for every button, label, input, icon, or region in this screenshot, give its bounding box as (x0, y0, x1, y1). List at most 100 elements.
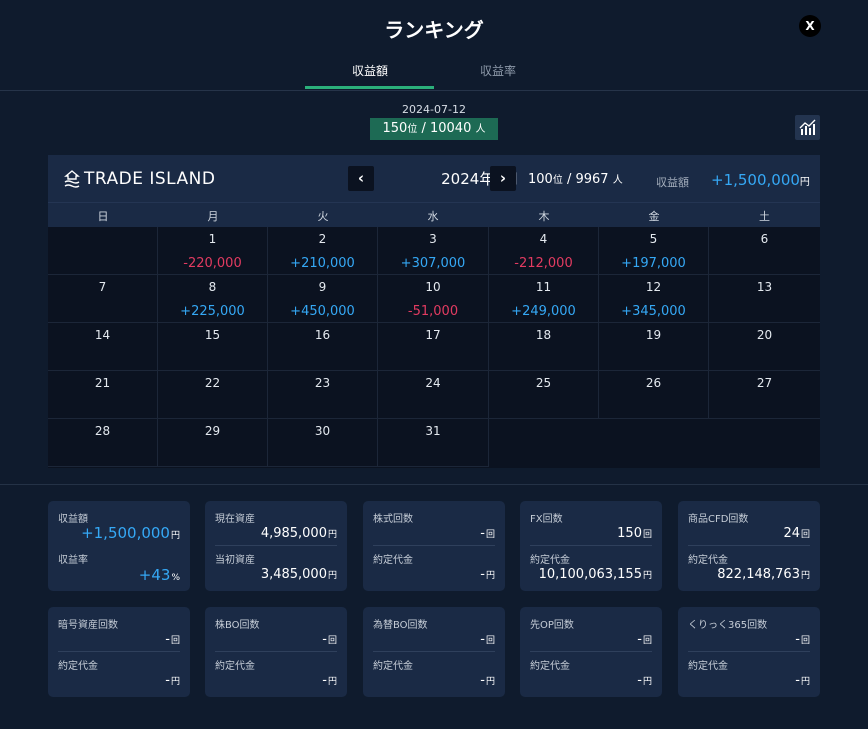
stat-unit: 円 (642, 677, 652, 687)
calendar-day-number: 8 (208, 280, 217, 294)
calendar-day-number: 27 (756, 376, 773, 390)
weekday-sat: 土 (759, 210, 770, 223)
calendar-day-number: 22 (204, 376, 221, 390)
calendar-day-cell[interactable]: 7 (48, 275, 158, 323)
calendar-day-number: 24 (425, 376, 441, 390)
calendar-day-cell[interactable]: 16 (268, 323, 378, 371)
calendar-day-cell[interactable]: 23 (268, 371, 378, 419)
island-icon (64, 170, 80, 188)
calendar-day-cell[interactable]: 21 (48, 371, 158, 419)
calendar-header: TRADE ISLAND ‹ 2024年7月 › 100位 / 9967 人 収… (48, 155, 820, 202)
calendar-day-cell[interactable]: 6 (709, 227, 820, 275)
tab-profit-rate[interactable]: 収益率 (479, 64, 516, 78)
stat-value: -回 (480, 526, 495, 541)
stat-card: 商品CFD回数 24回 約定代金 822,148,763円 (678, 501, 820, 591)
calendar-day-cell[interactable]: 25 (489, 371, 599, 419)
calendar-day-cell[interactable]: 17 (378, 323, 489, 371)
calendar-day-cell[interactable]: 3 +307,000 (378, 227, 489, 275)
calendar-day-cell[interactable]: 24 (378, 371, 489, 419)
stat-number: - (322, 673, 327, 688)
calendar-day-cell[interactable]: 14 (48, 323, 158, 371)
stat-number: - (165, 673, 170, 688)
calendar-day-cell[interactable]: 29 (158, 419, 268, 467)
rank-badge: 150位 / 10040 人 (370, 118, 498, 140)
logo-text: TRADE ISLAND (84, 169, 216, 189)
monthly-profit-label: 収益額 (656, 176, 689, 189)
calendar-day-profit: -212,000 (514, 256, 573, 271)
calendar-day-cell[interactable]: 1 -220,000 (158, 227, 268, 275)
stat-unit: 回 (485, 636, 495, 646)
stat-label: 商品CFD回数 (688, 514, 749, 525)
stat-card: 現在資産 4,985,000円 当初資産 3,485,000円 (205, 501, 347, 591)
x-share-icon[interactable]: X (799, 15, 821, 37)
stat-label: 現在資産 (215, 514, 255, 525)
stat-unit: 回 (800, 530, 810, 540)
calendar-day-profit: +225,000 (180, 304, 245, 319)
calendar-day-cell[interactable]: 15 (158, 323, 268, 371)
calendar-day-cell (489, 419, 599, 467)
prev-month-button[interactable]: ‹ (348, 166, 374, 191)
weekday-wed: 水 (427, 210, 439, 223)
calendar-day-profit: -51,000 (407, 304, 459, 319)
calendar-day-cell[interactable]: 2 +210,000 (268, 227, 378, 275)
stat-number: - (795, 673, 800, 688)
calendar-day-cell[interactable]: 18 (489, 323, 599, 371)
stat-label: 先OP回数 (530, 620, 574, 631)
calendar-day-cell[interactable]: 19 (599, 323, 709, 371)
calendar-day-cell[interactable]: 11 +249,000 (489, 275, 599, 323)
bar-chart-icon[interactable] (795, 115, 820, 140)
stat-separator (373, 651, 495, 652)
calendar-day-cell[interactable]: 30 (268, 419, 378, 467)
calendar-day-cell[interactable]: 22 (158, 371, 268, 419)
calendar-day-cell[interactable]: 13 (709, 275, 820, 323)
calendar-day-cell[interactable]: 31 (378, 419, 489, 467)
stat-separator (215, 545, 337, 546)
calendar-day-cell[interactable]: 20 (709, 323, 820, 371)
monthly-profit-value: +1,500,000円 (711, 171, 810, 189)
monthly-rank-unit: 位 (552, 175, 563, 186)
stat-unit: % (171, 573, 180, 583)
section-divider (0, 484, 868, 485)
calendar-day-number: 9 (318, 280, 327, 294)
calendar-day-cell[interactable]: 28 (48, 419, 158, 467)
stat-separator (688, 651, 810, 652)
calendar-day-cell[interactable]: 9 +450,000 (268, 275, 378, 323)
calendar-day-cell[interactable]: 27 (709, 371, 820, 419)
calendar-day-cell[interactable]: 10 -51,000 (378, 275, 489, 323)
rank-total-unit: 人 (475, 124, 486, 135)
next-month-button[interactable]: › (490, 166, 516, 191)
page-title: ランキング (384, 18, 484, 42)
stat-unit: 円 (485, 677, 495, 687)
calendar-day-number: 3 (429, 232, 437, 246)
calendar-day-cell[interactable]: 12 +345,000 (599, 275, 709, 323)
calendar-day-number: 12 (645, 280, 662, 294)
stat-unit: 回 (170, 636, 180, 646)
stat-unit: 回 (327, 636, 337, 646)
calendar-day-cell[interactable]: 5 +197,000 (599, 227, 709, 275)
stat-unit: 円 (485, 571, 495, 581)
stat-unit: 円 (642, 571, 652, 581)
calendar-day-number: 29 (204, 424, 221, 438)
stat-number: 24 (783, 526, 800, 541)
calendar-day-number: 28 (94, 424, 111, 438)
stat-value: -回 (637, 632, 652, 647)
calendar-day-number: 19 (645, 328, 662, 342)
stat-label: 約定代金 (215, 661, 255, 672)
stat-separator (530, 651, 652, 652)
stat-value: 10,100,063,155円 (539, 567, 652, 582)
calendar-day-cell (48, 227, 158, 275)
stat-value: -回 (480, 632, 495, 647)
calendar-day-cell[interactable]: 26 (599, 371, 709, 419)
calendar-day-profit: +197,000 (621, 256, 686, 271)
stat-value: -円 (480, 673, 495, 688)
stat-label: 株BO回数 (215, 620, 260, 631)
calendar-day-cell[interactable]: 8 +225,000 (158, 275, 268, 323)
calendar-day-number: 10 (425, 280, 441, 294)
stat-number: 822,148,763 (717, 567, 800, 582)
calendar-day-cell[interactable]: 4 -212,000 (489, 227, 599, 275)
stat-number: - (480, 567, 485, 582)
stat-unit: 円 (327, 530, 337, 540)
stat-number: - (322, 632, 327, 647)
tab-profit-amount[interactable]: 収益額 (351, 64, 388, 78)
stat-value: 4,985,000円 (261, 526, 337, 541)
